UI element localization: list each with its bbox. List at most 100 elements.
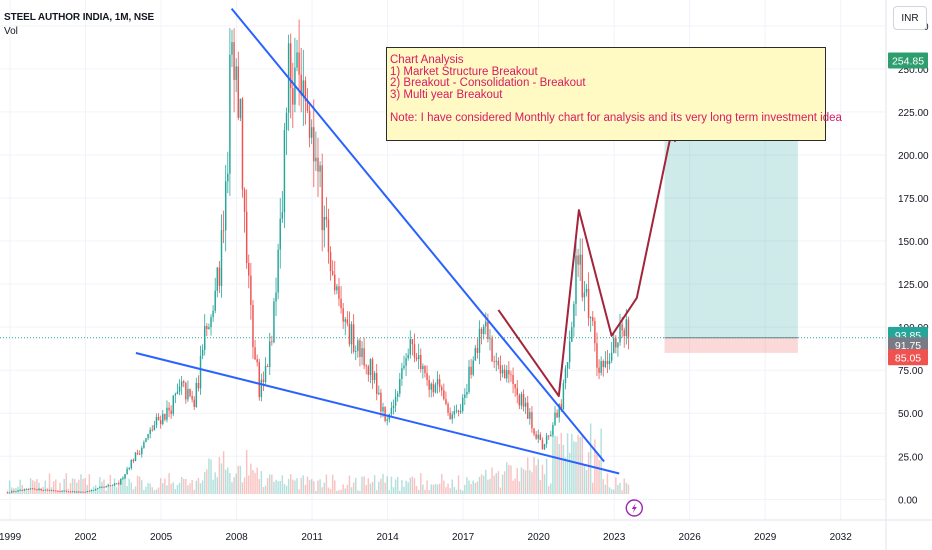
volume-bar (313, 481, 315, 494)
volume-bar (365, 484, 367, 494)
analysis-note[interactable]: Chart Analysis 1) Market Structure Break… (386, 47, 842, 141)
currency-button[interactable]: INR (893, 6, 927, 30)
volume-bar (535, 465, 537, 494)
candle-body (50, 490, 53, 492)
candle-body (134, 452, 137, 462)
volume-bar (401, 480, 403, 494)
volume-bar (235, 473, 237, 494)
volume-bar (537, 459, 539, 494)
stop-zone (664, 337, 798, 353)
volume-bar (598, 459, 600, 494)
volume-bar (560, 432, 563, 494)
event-marker[interactable] (625, 499, 643, 517)
volume-bar (283, 484, 286, 494)
volume-bar (461, 490, 464, 494)
candle-body (199, 355, 202, 389)
candle-body (357, 340, 359, 352)
candle-body (329, 252, 332, 272)
volume-bar (149, 483, 151, 494)
candlestick-series (6, 19, 630, 494)
volume-bar (566, 433, 569, 494)
volume-bar (76, 482, 78, 494)
volume-bar (520, 467, 523, 494)
trend-line-drawings[interactable] (135, 7, 677, 475)
candle-body (373, 373, 376, 381)
candle-body (562, 383, 565, 410)
candle-body (436, 379, 439, 385)
volume-bar (447, 483, 449, 494)
volume-bar (308, 479, 311, 494)
candle-body (233, 42, 235, 80)
volume-bar (27, 487, 30, 494)
candle-body (529, 412, 531, 419)
candle-body (172, 395, 174, 414)
candle-body (478, 328, 481, 353)
candle-body (59, 491, 61, 493)
candle-body (164, 413, 166, 420)
volume-bar (319, 479, 321, 494)
candle-body (197, 382, 200, 389)
candle-body (344, 319, 346, 322)
candle-body (101, 486, 103, 488)
volume-bar (363, 476, 365, 494)
candle-body (239, 98, 242, 118)
volume-bar (107, 483, 109, 494)
volume-bar (577, 434, 579, 494)
volume-bar (443, 480, 445, 494)
candle-body (321, 165, 323, 231)
candle-body (424, 366, 426, 374)
volume-bar (449, 488, 451, 494)
candle-body (403, 365, 405, 369)
candle-body (25, 489, 28, 490)
candle-body (224, 181, 227, 231)
candle-body (323, 216, 326, 231)
candle-body (338, 286, 340, 299)
volume-bar (432, 484, 435, 494)
candle-body (573, 303, 575, 328)
volume-bar (455, 489, 458, 494)
volume-bar (210, 459, 212, 494)
volume-bar (573, 441, 575, 494)
volume-bar (434, 483, 437, 494)
candle-body (185, 382, 187, 400)
volume-bar (254, 472, 256, 494)
volume-bar (281, 475, 284, 494)
volume-bar (495, 473, 498, 494)
volume-bar (260, 471, 263, 494)
candle-body (621, 324, 623, 331)
volume-bar (176, 485, 179, 494)
volume-bar (547, 486, 550, 494)
volume-bar (392, 487, 395, 494)
y-tick-label: 150.00 (898, 237, 929, 248)
candle-body (113, 483, 116, 486)
volume-bar (317, 480, 319, 494)
candle-body (206, 326, 208, 330)
volume-bar (589, 423, 592, 494)
candle-body (6, 492, 9, 494)
candle-body (497, 360, 500, 366)
candle-body (111, 485, 114, 487)
candle-body (617, 342, 619, 348)
candle-body (271, 341, 273, 343)
volume-bar (556, 436, 558, 494)
candle-body (464, 394, 466, 398)
volume-bar (266, 478, 269, 494)
candle-body (516, 388, 518, 396)
candle-body (466, 392, 468, 395)
volume-bar (346, 484, 349, 494)
volume-bar (277, 481, 279, 494)
candle-body (552, 424, 554, 435)
candle-body (256, 359, 258, 363)
volume-bar (527, 457, 529, 494)
volume-bar (464, 484, 466, 494)
candle-body (547, 435, 550, 437)
candle-body (405, 358, 407, 366)
volume-bar (531, 472, 533, 494)
candle-body (34, 488, 36, 490)
candle-body (625, 319, 628, 337)
volume-bar (367, 478, 370, 494)
volume-bar (57, 490, 59, 494)
candle-body (313, 127, 315, 162)
volume-bar (201, 480, 204, 494)
volume-bar (90, 488, 93, 494)
